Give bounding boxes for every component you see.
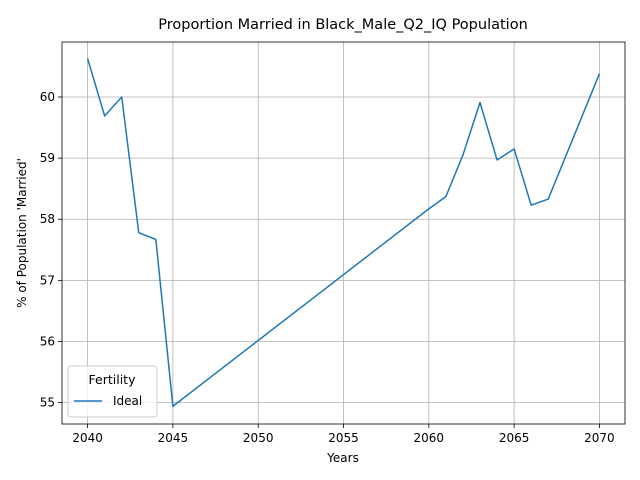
x-tick-label: 2055 xyxy=(328,431,359,445)
series-group xyxy=(86,58,601,408)
legend-label-ideal: Ideal xyxy=(113,394,142,408)
x-tick-label: 2065 xyxy=(499,431,530,445)
y-tick-label: 60 xyxy=(40,90,55,104)
x-axis-label: Years xyxy=(326,451,359,465)
series-line-ideal xyxy=(86,58,601,408)
y-axis-label: % of Population 'Married' xyxy=(15,158,29,308)
y-tick-label: 56 xyxy=(40,334,55,348)
y-tick-label: 57 xyxy=(40,273,55,287)
x-tick-label: 2045 xyxy=(158,431,189,445)
legend-title: Fertility xyxy=(89,372,137,387)
x-tick-label: 2060 xyxy=(414,431,445,445)
x-tick-label: 2050 xyxy=(243,431,274,445)
legend-box xyxy=(67,365,158,418)
y-tick-label: 59 xyxy=(40,151,55,165)
y-tick-label: 58 xyxy=(40,212,55,226)
y-tick-label: 55 xyxy=(40,396,55,410)
legend: Fertility Ideal xyxy=(67,365,158,418)
x-tick-label: 2040 xyxy=(72,431,103,445)
y-axis: 55 56 57 58 59 60 xyxy=(40,90,62,410)
plot-frame xyxy=(61,41,626,425)
x-tick-label: 2070 xyxy=(584,431,615,445)
x-axis: 2040 2045 2050 2055 2060 2065 2070 xyxy=(72,424,615,445)
chart-title: Proportion Married in Black_Male_Q2_IQ P… xyxy=(158,17,528,33)
